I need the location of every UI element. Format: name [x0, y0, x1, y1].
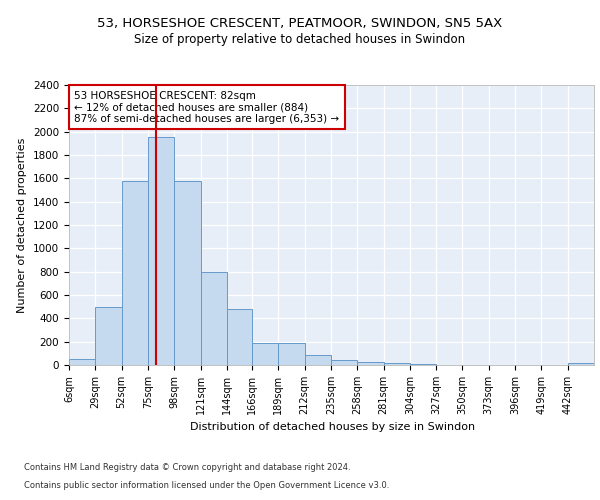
Text: Distribution of detached houses by size in Swindon: Distribution of detached houses by size …: [190, 422, 476, 432]
Bar: [410, 364, 436, 365]
Y-axis label: Number of detached properties: Number of detached properties: [17, 138, 28, 312]
Bar: [252, 343, 278, 365]
Bar: [278, 343, 305, 365]
Text: 53, HORSESHOE CRESCENT, PEATMOOR, SWINDON, SN5 5AX: 53, HORSESHOE CRESCENT, PEATMOOR, SWINDO…: [97, 18, 503, 30]
Text: Size of property relative to detached houses in Swindon: Size of property relative to detached ho…: [134, 32, 466, 46]
Bar: [95, 306, 122, 365]
Bar: [383, 362, 410, 365]
Bar: [568, 362, 594, 365]
Bar: [69, 359, 95, 365]
Text: Contains HM Land Registry data © Crown copyright and database right 2024.: Contains HM Land Registry data © Crown c…: [24, 464, 350, 472]
Bar: [200, 272, 227, 365]
Text: 53 HORSESHOE CRESCENT: 82sqm
← 12% of detached houses are smaller (884)
87% of s: 53 HORSESHOE CRESCENT: 82sqm ← 12% of de…: [74, 90, 340, 124]
Bar: [305, 354, 331, 365]
Bar: [122, 180, 148, 365]
Bar: [331, 360, 357, 365]
Text: Contains public sector information licensed under the Open Government Licence v3: Contains public sector information licen…: [24, 481, 389, 490]
Bar: [174, 180, 200, 365]
Bar: [357, 362, 383, 365]
Bar: [227, 309, 252, 365]
Bar: [148, 138, 174, 365]
